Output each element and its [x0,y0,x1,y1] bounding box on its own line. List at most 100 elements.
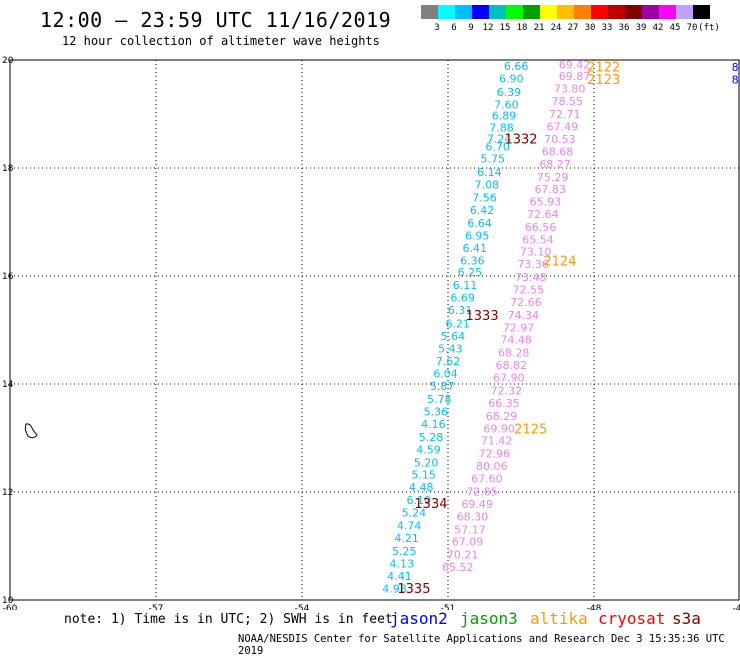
pass-number-label: 1333 [466,309,499,324]
wave-height-label: 4.59 [416,443,441,456]
colorbar-label: 33 [601,23,613,33]
colorbar-label: 30 [584,23,596,33]
wave-height-label: 69.42 [559,58,591,71]
wave-height-label: 6.11 [453,279,478,292]
lat-tick-label: 16 [2,272,14,282]
wave-height-label: 4.16 [421,418,446,431]
note-text: note: 1) Time is in UTC; 2) SWH is in fe… [64,612,393,627]
wave-height-label: 72.66 [510,296,542,309]
wave-height-label: 6.90 [499,72,524,85]
map-subtitle: 12 hour collection of altimeter wave hei… [62,34,380,48]
lon-tick-label: -54 [295,604,310,610]
wave-height-label: 6.25 [458,266,483,279]
colorbar-cell [693,5,710,19]
wave-height-label: 7.62 [436,355,461,368]
wave-height-label: 4.48 [409,481,434,494]
colorbar-label: 70 [686,23,698,33]
legend-cryosat: cryosat [598,609,666,628]
wave-height-label: 5.78 [427,393,452,406]
wave-height-label: 5.64 [441,330,466,343]
wave-height-label: 6.89 [492,110,517,123]
colorbar-cell [625,5,642,19]
pass-number-label: 1334 [414,497,447,512]
wave-height-label: 5.28 [419,431,444,444]
wave-height-label: 72.97 [503,321,535,334]
wave-height-label: 73.10 [520,246,552,259]
lon-tick-label: -45 [733,604,740,610]
wave-height-label: 68.29 [486,410,518,423]
island-outline [24,423,38,439]
lon-tick-label: -57 [149,604,164,610]
wave-height-label: 69.87 [559,70,591,83]
colorbar-cell [421,5,438,19]
lat-tick-label: 18 [2,164,14,174]
wave-height-label: 74.48 [500,334,532,347]
wave-height-label: 6.36 [460,254,485,267]
colorbar-label: 39 [635,23,647,33]
wave-height-label: 72.32 [491,384,523,397]
colorbar-label: 42 [652,23,664,33]
wave-height-label: 66.56 [525,221,557,234]
wave-height-label: 66.35 [488,397,520,410]
wave-height-label: 67.60 [471,473,503,486]
lat-tick-label: 20 [2,56,14,66]
wave-height-label: 68.68 [542,145,574,158]
wave-height-label: 72.55 [513,284,545,297]
colorbar-cell [506,5,523,19]
colorbar-label: 3 [434,23,440,33]
colorbar-label: 9 [468,23,474,33]
wave-height-label: 7.60 [494,98,519,111]
wave-height-label: 72.71 [549,108,581,121]
wave-height-label: 4.21 [394,532,419,545]
pass-number-label: 1332 [504,132,537,147]
pass-number-label: 1335 [397,582,430,597]
wave-height-label: 8 [732,73,739,86]
wave-height-label: 4.13 [390,557,415,570]
pass-number-label: 2122 [587,60,620,75]
lat-tick-label: 12 [2,488,13,498]
colorbar-label: 12 [482,23,494,33]
wave-height-label: 6.14 [477,166,502,179]
wave-height-label: 7.24 [487,132,512,145]
wave-height-label: 73.48 [515,271,547,284]
colorbar-cell [540,5,557,19]
colorbar-label: 24 [550,23,562,33]
wave-height-label: 73.80 [554,83,586,96]
wave-height-label: 6.39 [497,86,522,99]
wave-height-label: 6.95 [465,230,490,243]
wave-height-label: 65.52 [442,561,474,574]
colorbar-label: (ft) [698,23,720,33]
pass-number-label: 2123 [587,73,620,88]
wave-height-label: 67.83 [534,183,566,196]
wave-height-label: 5.36 [424,406,449,419]
wave-height-label: 69.90 [483,422,515,435]
colorbar-cell [523,5,540,19]
altimeter-map: 201816141210-60-57-54-51-48-456.666.906.… [2,56,740,610]
wave-height-label: 5.75 [481,152,506,165]
map-title: 12:00 — 23:59 UTC 11/16/2019 [40,8,392,32]
colorbar-cell [455,5,472,19]
colorbar-cell [642,5,659,19]
wave-height-label: 71.42 [481,435,513,448]
colorbar-cell [489,5,506,19]
wave-height-label: 6.64 [467,217,492,230]
wave-height-label: 6.31 [448,304,473,317]
colorbar-label: 21 [533,23,545,33]
wave-height-label: 5.87 [430,380,455,393]
wave-height-label: 70.21 [447,549,479,562]
wave-height-label: 4.98 [382,583,407,596]
wave-height-label: 67.09 [452,536,484,549]
wave-height-label: 7.56 [472,192,497,205]
colorbar-cell [676,5,693,19]
wave-height-label: 5.20 [414,456,439,469]
colorbar-cell [438,5,455,19]
wave-height-label: 65.93 [530,195,562,208]
wave-height-label: 65.54 [522,233,554,246]
lon-tick-label: -48 [587,604,602,610]
wave-height-label: 69.49 [461,498,493,511]
legend-jason3: jason3 [460,609,518,628]
wave-height-label: 6.41 [463,242,488,255]
wave-height-label: 5.24 [402,507,427,520]
wave-height-label: 6.04 [433,368,458,381]
wave-height-label: 5.43 [438,342,463,355]
